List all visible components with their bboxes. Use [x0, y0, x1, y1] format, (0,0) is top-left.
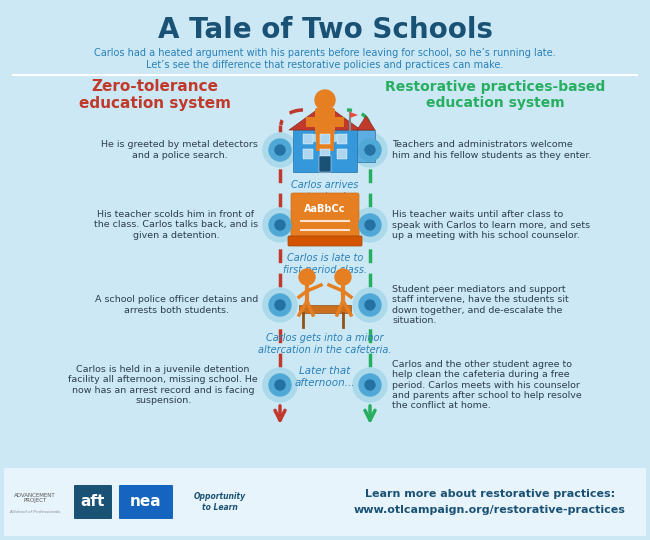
Circle shape — [353, 368, 387, 402]
FancyBboxPatch shape — [299, 305, 351, 313]
FancyBboxPatch shape — [320, 149, 330, 159]
Circle shape — [365, 380, 375, 390]
FancyBboxPatch shape — [325, 131, 334, 151]
Text: aft: aft — [81, 495, 105, 510]
Text: Later that
afternoon...: Later that afternoon... — [294, 366, 356, 388]
Text: Restorative practices-based
education system: Restorative practices-based education sy… — [385, 80, 605, 110]
FancyBboxPatch shape — [306, 117, 318, 127]
Text: Teachers and administrators welcome
him and his fellow students as they enter.: Teachers and administrators welcome him … — [392, 140, 592, 160]
Polygon shape — [350, 112, 358, 118]
FancyBboxPatch shape — [332, 117, 344, 127]
Polygon shape — [289, 104, 361, 130]
Circle shape — [269, 214, 291, 236]
FancyBboxPatch shape — [74, 485, 112, 519]
FancyBboxPatch shape — [357, 130, 375, 162]
Circle shape — [353, 288, 387, 322]
FancyBboxPatch shape — [303, 149, 313, 159]
Text: Opportunity
to Learn: Opportunity to Learn — [194, 492, 246, 512]
FancyBboxPatch shape — [315, 108, 335, 134]
FancyBboxPatch shape — [337, 134, 347, 144]
Circle shape — [269, 294, 291, 316]
Circle shape — [275, 145, 285, 155]
FancyBboxPatch shape — [119, 485, 173, 519]
Ellipse shape — [307, 134, 343, 142]
Circle shape — [359, 294, 381, 316]
Text: Carlos is late to
first period class.: Carlos is late to first period class. — [283, 253, 367, 275]
Text: Carlos and the other student agree to
help clean the cafeteria during a free
per: Carlos and the other student agree to he… — [392, 360, 582, 410]
Polygon shape — [357, 116, 375, 130]
Circle shape — [275, 220, 285, 230]
Text: Carlos had a heated argument with his parents before leaving for school, so he’s: Carlos had a heated argument with his pa… — [94, 48, 556, 58]
Circle shape — [365, 220, 375, 230]
Circle shape — [263, 208, 297, 242]
FancyBboxPatch shape — [319, 156, 331, 172]
Text: His teacher scolds him in front of
the class. Carlos talks back, and is
given a : His teacher scolds him in front of the c… — [94, 210, 258, 240]
FancyBboxPatch shape — [293, 130, 357, 172]
FancyBboxPatch shape — [303, 134, 313, 144]
Circle shape — [263, 133, 297, 167]
Text: Learn more about restorative practices:: Learn more about restorative practices: — [365, 489, 615, 499]
Circle shape — [365, 300, 375, 310]
FancyBboxPatch shape — [320, 134, 330, 144]
Text: A Tale of Two Schools: A Tale of Two Schools — [157, 16, 493, 44]
Circle shape — [263, 288, 297, 322]
Text: Carlos arrives
at school.: Carlos arrives at school. — [291, 180, 359, 201]
Circle shape — [269, 139, 291, 161]
Circle shape — [299, 269, 315, 285]
Circle shape — [353, 133, 387, 167]
Circle shape — [269, 374, 291, 396]
Text: A school police officer detains and
arrests both students.: A school police officer detains and arre… — [95, 295, 258, 315]
Circle shape — [359, 374, 381, 396]
Text: His teacher waits until after class to
speak with Carlos to learn more, and sets: His teacher waits until after class to s… — [392, 210, 590, 240]
FancyBboxPatch shape — [316, 131, 325, 151]
FancyBboxPatch shape — [288, 236, 362, 246]
Text: ADVANCEMENT
PROJECT: ADVANCEMENT PROJECT — [14, 492, 56, 503]
Text: Student peer mediators and support
staff intervene, have the students sit
down t: Student peer mediators and support staff… — [392, 285, 569, 325]
Text: www.otlcampaign.org/restorative-practices: www.otlcampaign.org/restorative-practice… — [354, 505, 626, 515]
Circle shape — [359, 139, 381, 161]
FancyBboxPatch shape — [4, 468, 646, 536]
Text: AaBbCc: AaBbCc — [304, 204, 346, 214]
Circle shape — [365, 145, 375, 155]
Text: Let’s see the difference that restorative policies and practices can make.: Let’s see the difference that restorativ… — [146, 60, 504, 70]
FancyBboxPatch shape — [337, 149, 347, 159]
Text: Zero-tolerance
education system: Zero-tolerance education system — [79, 79, 231, 111]
Circle shape — [353, 208, 387, 242]
Text: Carlos is held in a juvenile detention
facility all afternoon, missing school. H: Carlos is held in a juvenile detention f… — [68, 365, 258, 405]
Circle shape — [263, 368, 297, 402]
Circle shape — [335, 269, 351, 285]
Text: nea: nea — [130, 495, 162, 510]
Text: He is greeted by metal detectors
and a police search.: He is greeted by metal detectors and a p… — [101, 140, 258, 160]
Circle shape — [315, 90, 335, 110]
FancyBboxPatch shape — [291, 193, 359, 241]
Circle shape — [275, 380, 285, 390]
Text: Carlos gets into a minor
altercation in the cafeteria.: Carlos gets into a minor altercation in … — [258, 333, 392, 355]
Circle shape — [359, 214, 381, 236]
Text: A School of Professionals: A School of Professionals — [9, 510, 60, 514]
Circle shape — [275, 300, 285, 310]
